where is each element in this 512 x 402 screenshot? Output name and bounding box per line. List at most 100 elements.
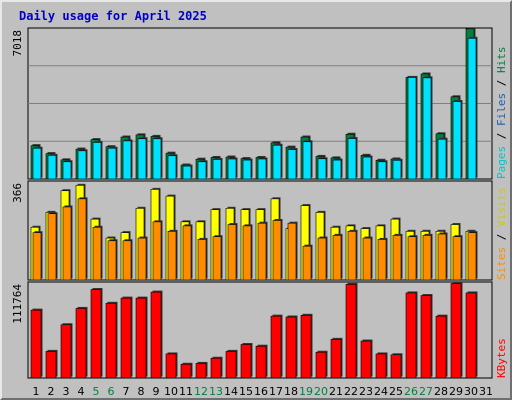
bar-kbytes-10: [165, 353, 177, 379]
legend-pages-files-hits: Pages / Files / Hits: [495, 47, 508, 180]
bar-kbytes-21: [330, 339, 342, 379]
bar-sites-26: [407, 236, 417, 281]
bar-sites-4: [77, 198, 87, 281]
bar-files-16: [257, 158, 267, 180]
bar-sites-20: [317, 237, 327, 281]
bar-files-28: [437, 138, 447, 180]
bar-files-21: [332, 159, 342, 180]
bar-files-1: [32, 147, 42, 180]
bar-files-23: [362, 156, 372, 180]
x-tick-label-10: 10: [164, 385, 178, 398]
bar-sites-6: [107, 240, 117, 281]
bar-files-17: [272, 144, 282, 180]
bar-sites-24: [377, 239, 387, 281]
bar-kbytes-8: [135, 297, 147, 379]
x-tick-label-28: 28: [434, 385, 448, 398]
x-tick-label-11: 11: [179, 385, 193, 398]
bar-kbytes-12: [195, 363, 207, 379]
bar-kbytes-30: [465, 292, 477, 379]
x-tick-label-20: 20: [314, 385, 328, 398]
bar-sites-10: [167, 231, 177, 281]
bar-files-11: [182, 165, 192, 180]
bar-sites-25: [392, 235, 402, 281]
x-tick-label-8: 8: [138, 385, 145, 398]
legend-visits: Visits: [495, 187, 508, 227]
bar-files-4: [77, 150, 87, 180]
bar-files-2: [47, 155, 57, 180]
bar-kbytes-29: [450, 283, 462, 379]
chart-title: Daily usage for April 2025: [19, 9, 207, 23]
bar-kbytes-7: [120, 297, 132, 379]
bar-sites-22: [347, 231, 357, 281]
x-tick-label-21: 21: [329, 385, 343, 398]
x-tick-label-1: 1: [33, 385, 40, 398]
legend-hits: Hits: [495, 47, 508, 74]
bar-files-13: [212, 159, 222, 180]
x-tick-label-9: 9: [153, 385, 160, 398]
bar-files-22: [347, 138, 357, 180]
bar-files-25: [392, 159, 402, 180]
x-tick-label-25: 25: [389, 385, 403, 398]
bar-sites-14: [227, 224, 237, 281]
legend-pages: Pages: [495, 146, 508, 179]
bar-files-20: [317, 158, 327, 180]
bar-kbytes-14: [225, 351, 237, 379]
bar-kbytes-25: [390, 354, 402, 379]
bar-sites-16: [257, 222, 267, 281]
bar-files-14: [227, 158, 237, 180]
bar-files-24: [377, 161, 387, 180]
legend-kbytes: KBytes: [495, 338, 508, 378]
bar-files-9: [152, 138, 162, 180]
x-tick-label-3: 3: [63, 385, 70, 398]
x-tick-label-16: 16: [254, 385, 268, 398]
bar-files-5: [92, 142, 102, 180]
bar-sites-12: [197, 239, 207, 281]
bar-files-10: [167, 155, 177, 180]
x-tick-label-22: 22: [344, 385, 358, 398]
x-tick-label-23: 23: [359, 385, 373, 398]
bar-sites-7: [122, 240, 132, 281]
bar-sites-2: [47, 213, 57, 281]
bar-kbytes-3: [60, 324, 72, 379]
bar-kbytes-17: [270, 315, 282, 379]
bar-kbytes-23: [360, 340, 372, 379]
bar-kbytes-27: [420, 295, 432, 379]
x-tick-label-26: 26: [404, 385, 418, 398]
x-tick-label-31: 31: [479, 385, 493, 398]
bar-kbytes-18: [285, 316, 297, 379]
bar-sites-18: [287, 222, 297, 281]
bar-sites-21: [332, 235, 342, 281]
bar-kbytes-9: [150, 291, 162, 379]
x-tick-label-29: 29: [449, 385, 463, 398]
bar-files-29: [452, 101, 462, 180]
bar-sites-5: [92, 226, 102, 281]
x-tick-label-30: 30: [464, 385, 478, 398]
bar-sites-1: [32, 232, 42, 281]
bar-files-6: [107, 147, 117, 180]
bar-files-30: [467, 37, 477, 180]
bar-files-8: [137, 138, 147, 180]
x-tick-label-27: 27: [419, 385, 433, 398]
x-tick-label-6: 6: [108, 385, 115, 398]
bar-kbytes-1: [30, 309, 42, 379]
ymax-label-pages-files-hits: 7018: [11, 30, 24, 57]
x-tick-label-7: 7: [123, 385, 130, 398]
bar-files-18: [287, 149, 297, 180]
bar-sites-9: [152, 221, 162, 281]
bar-kbytes-15: [240, 344, 252, 379]
x-tick-label-2: 2: [48, 385, 55, 398]
bar-sites-23: [362, 237, 372, 281]
bar-kbytes-26: [405, 292, 417, 379]
legend-sites: Sites: [495, 247, 508, 280]
bar-sites-19: [302, 245, 312, 281]
legend-visits-sites: Sites / Visits: [495, 187, 508, 280]
bar-files-15: [242, 159, 252, 180]
bar-kbytes-20: [315, 351, 327, 379]
bar-sites-8: [137, 237, 147, 281]
bar-kbytes-28: [435, 315, 447, 379]
bar-files-26: [407, 77, 417, 180]
bar-sites-15: [242, 225, 252, 281]
bar-sites-13: [212, 236, 222, 281]
bar-sites-30: [467, 232, 477, 281]
